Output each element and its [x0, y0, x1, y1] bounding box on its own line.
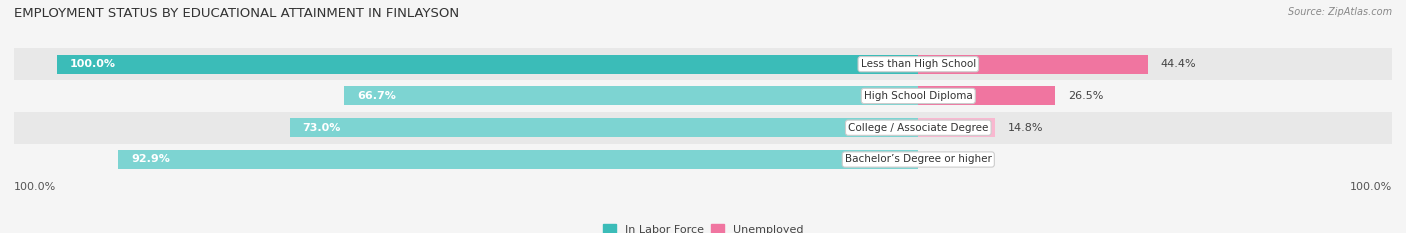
Text: 73.0%: 73.0%: [302, 123, 340, 133]
Text: College / Associate Degree: College / Associate Degree: [848, 123, 988, 133]
Text: 66.7%: 66.7%: [357, 91, 395, 101]
Text: EMPLOYMENT STATUS BY EDUCATIONAL ATTAINMENT IN FINLAYSON: EMPLOYMENT STATUS BY EDUCATIONAL ATTAINM…: [14, 7, 460, 20]
Text: Source: ZipAtlas.com: Source: ZipAtlas.com: [1288, 7, 1392, 17]
Text: 100.0%: 100.0%: [70, 59, 117, 69]
Bar: [918, 118, 995, 137]
Text: High School Diploma: High School Diploma: [863, 91, 973, 101]
Text: 100.0%: 100.0%: [1350, 182, 1392, 192]
Legend: In Labor Force, Unemployed: In Labor Force, Unemployed: [598, 220, 808, 233]
Bar: [918, 86, 1056, 106]
Bar: [118, 150, 918, 169]
Bar: [14, 144, 1392, 175]
Text: 92.9%: 92.9%: [131, 154, 170, 164]
Bar: [344, 86, 918, 106]
Text: 100.0%: 100.0%: [14, 182, 56, 192]
Bar: [918, 55, 1147, 74]
Text: 0.0%: 0.0%: [931, 154, 959, 164]
Bar: [14, 80, 1392, 112]
Text: 44.4%: 44.4%: [1160, 59, 1197, 69]
Text: 26.5%: 26.5%: [1069, 91, 1104, 101]
Text: Bachelor’s Degree or higher: Bachelor’s Degree or higher: [845, 154, 991, 164]
Text: 14.8%: 14.8%: [1008, 123, 1043, 133]
Bar: [58, 55, 918, 74]
Bar: [290, 118, 918, 137]
Bar: [14, 48, 1392, 80]
Bar: [14, 112, 1392, 144]
Text: Less than High School: Less than High School: [860, 59, 976, 69]
